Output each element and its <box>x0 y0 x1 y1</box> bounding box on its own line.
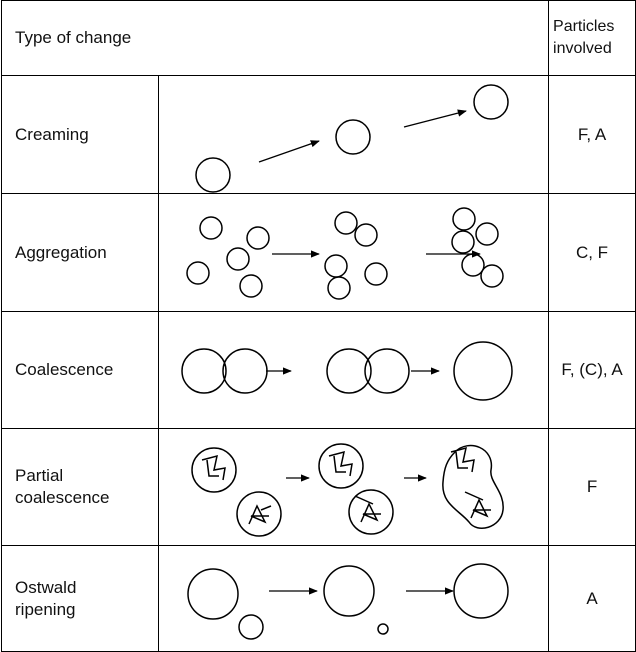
row: Coalescence F, (C), A <box>1 311 636 429</box>
change-type: Creaming <box>15 124 89 144</box>
row: Aggregation C, F <box>1 193 636 312</box>
change-type: Ostwald ripening <box>15 577 77 619</box>
aggregation-diagram <box>186 206 504 300</box>
row: Creaming F, A <box>1 75 636 194</box>
particles: F, A <box>577 124 607 144</box>
particles: C, F <box>575 242 609 262</box>
particles-cell: F <box>548 428 636 546</box>
header-cell: Type of change <box>0 0 550 76</box>
particles-cell: C, F <box>548 193 636 312</box>
change-type: Aggregation <box>15 242 107 262</box>
ostwald-diagram <box>187 562 509 640</box>
label-cell: Aggregation <box>1 193 159 312</box>
coalescence-diagram <box>181 340 513 401</box>
header-text: Particles involved <box>553 18 615 57</box>
diagram-cell <box>157 193 550 312</box>
change-type: Partial coalescence <box>15 466 110 507</box>
header-row: Type of change Particles involved <box>0 0 636 76</box>
header-text: Type of change <box>15 28 132 47</box>
label-cell: Coalescence <box>1 311 159 429</box>
particles-cell: F, A <box>548 75 636 194</box>
row: Ostwald ripening A <box>1 545 636 652</box>
particles: A <box>586 588 598 608</box>
label-cell: Creaming <box>1 75 159 194</box>
particles-cell: F, (C), A <box>548 311 636 429</box>
label-cell: Partial coalescence <box>1 428 159 546</box>
diagram-cell <box>157 545 550 652</box>
change-type: Coalescence <box>15 360 114 379</box>
particles: F, (C), A <box>561 360 623 379</box>
row: Partial coalescence F <box>1 428 636 546</box>
particles: F <box>586 477 598 496</box>
diagram-cell <box>157 428 550 546</box>
partial-coalescence-diagram <box>191 442 504 537</box>
label-cell: Ostwald ripening <box>1 545 159 652</box>
diagram-cell <box>157 75 550 194</box>
particles-cell: A <box>548 545 636 652</box>
creaming-diagram <box>195 83 509 193</box>
header-cell: Particles involved <box>548 0 636 76</box>
diagram-cell <box>157 311 550 429</box>
